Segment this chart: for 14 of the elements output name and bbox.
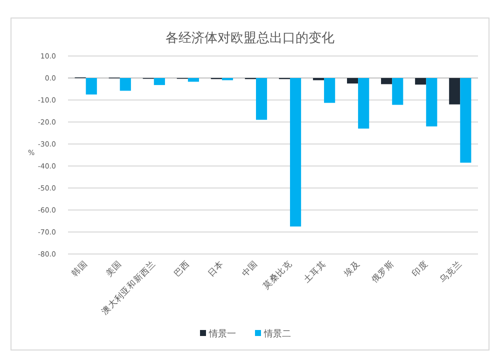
x-tick-label: 土耳其: [301, 258, 328, 286]
x-tick-label: 韩国: [70, 258, 90, 279]
x-tick-label: 巴西: [172, 259, 192, 279]
x-tick-label: 莫桑比克: [261, 258, 294, 292]
x-tick-label: 乌克兰: [437, 258, 464, 286]
x-tick-label: 埃及: [341, 258, 362, 280]
x-tick-label: 中国: [240, 258, 260, 279]
legend-label: 情景二: [263, 328, 291, 340]
x-tick-label: 印度: [410, 258, 430, 279]
legend-label: 情景一: [208, 328, 236, 340]
x-tick-label: 日本: [206, 258, 226, 279]
x-tick-label: 俄罗斯: [369, 258, 396, 286]
chart-title: 各经济体对欧盟总出口的变化: [166, 31, 334, 46]
x-tick-label: 美国: [104, 258, 124, 279]
